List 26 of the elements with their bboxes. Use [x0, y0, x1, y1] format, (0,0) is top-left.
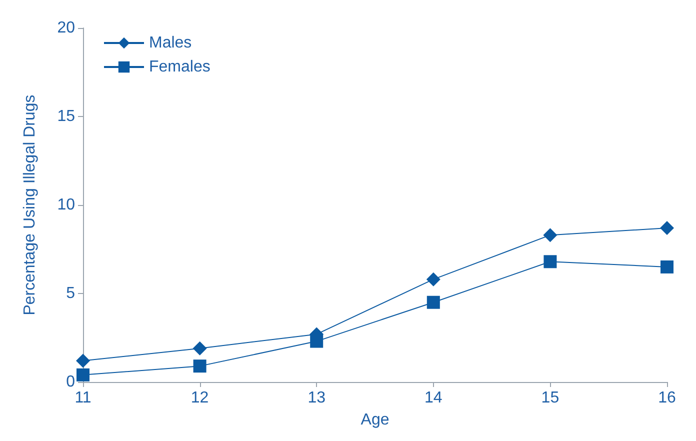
y-tick-label: 0 [66, 374, 76, 390]
x-tick-label: 11 [74, 390, 92, 406]
y-tick-label: 20 [57, 20, 76, 36]
y-tick-label: 10 [57, 196, 76, 214]
x-tick-label: 15 [541, 390, 560, 406]
point [426, 272, 440, 286]
point [76, 368, 90, 382]
point [543, 228, 558, 242]
point [660, 260, 674, 274]
point [310, 334, 324, 348]
y-tick-label: 5 [66, 285, 76, 302]
x-tick-label: 16 [658, 390, 676, 406]
point [660, 221, 674, 236]
point [193, 360, 206, 373]
point [76, 354, 90, 368]
point [426, 296, 440, 309]
x-axis-title: Age [360, 412, 390, 428]
x-tick-label: 13 [308, 390, 326, 406]
point [544, 255, 557, 268]
y-tick-label: 15 [57, 108, 76, 125]
x-tick-label: 14 [424, 390, 442, 406]
point [192, 341, 207, 356]
legend-label: Females [149, 58, 210, 76]
x-tick-label: 12 [190, 390, 209, 406]
legend-label: Males [149, 34, 192, 52]
y-axis-title: Percentage Using Illegal Drugs [22, 94, 38, 316]
